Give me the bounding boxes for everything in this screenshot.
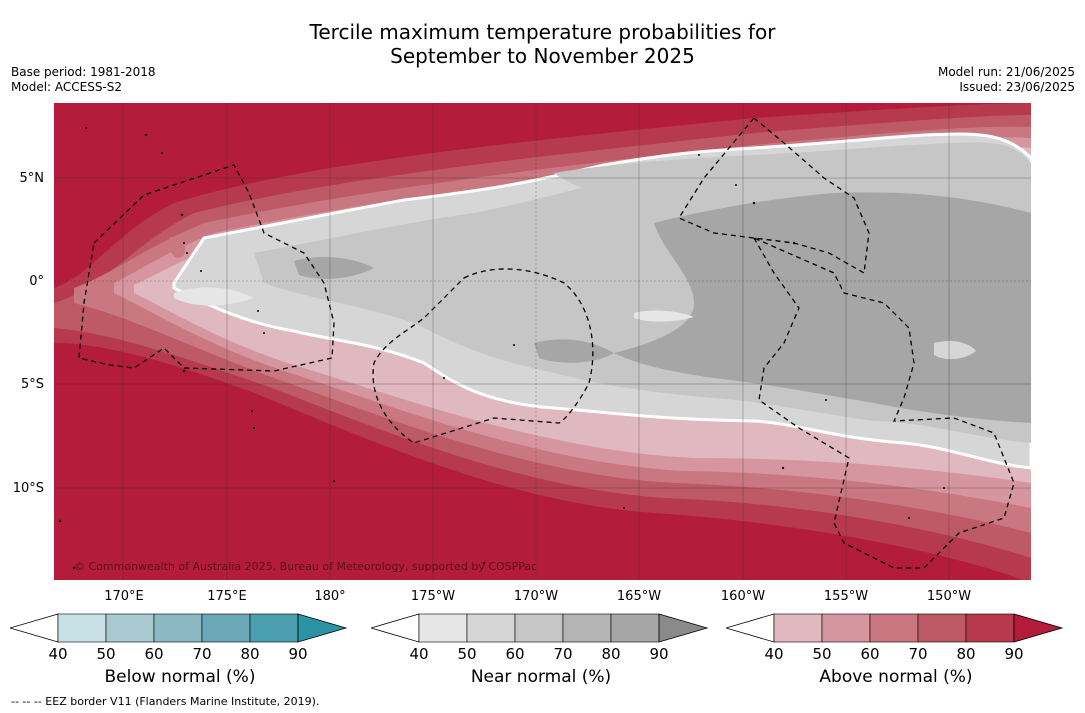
colorbar-tick-label: 70 [908,645,927,662]
lon-label-175w: 175°W [410,589,456,604]
colorbar-max-arrow [297,613,348,643]
lon-label-175e: 175°E [207,589,247,604]
lat-label-10s: 10°S [12,481,44,496]
lon-label-150w: 150°W [926,589,972,604]
colorbar-swatch [153,613,203,643]
colorbar-swatch [57,613,107,643]
meta-right: Model run: 21/06/2025 Issued: 23/06/2025 [938,65,1075,95]
issued-date: Issued: 23/06/2025 [959,80,1075,94]
graticule [54,103,1031,580]
colorbar-below-normal: 40 50 60 70 80 90 [10,613,348,662]
colorbar-swatch [249,613,299,643]
colorbar-tick-label: 50 [96,645,115,662]
colorbar-near-label: Near normal (%) [470,667,612,687]
above-normal-hotspot [168,236,186,258]
colorbar-swatch [466,613,516,643]
colorbar-tick-label: 70 [553,645,572,662]
colorbar-above-label: Above normal (%) [819,667,973,687]
colorbar-swatch [610,613,660,643]
colorbar-swatch [418,613,468,643]
colorbar-min-arrow [726,613,775,643]
copyright-text: © Commonwealth of Australia 2025, Bureau… [74,560,537,573]
colorbar-swatch [821,613,871,643]
near-normal-40-patch-2 [634,310,694,322]
near-normal-50-patch [934,340,976,360]
colorbar-swatch [201,613,251,643]
eez-kiribati-phoenix [372,268,594,444]
colorbar-swatch [562,613,612,643]
colorbar-near-normal: 40 50 60 70 80 90 [371,613,709,662]
eez-kiribati-line-south [752,236,1015,569]
colorbar-tick-label: 80 [240,645,259,662]
colorbar-tick-label: 90 [1004,645,1023,662]
lon-label-170e: 170°E [104,589,144,604]
colorbar-max-arrow [1013,613,1064,643]
colorbar-swatch [105,613,155,643]
lon-label-155w: 155°W [823,589,869,604]
model-run: Model run: 21/06/2025 [937,65,1075,79]
eez-borders [78,117,1015,569]
colorbar-swatch [869,613,919,643]
forecast-map: © Commonwealth of Australia 2025, Bureau… [54,103,1031,580]
colorbar-tick-label: 60 [144,645,163,662]
lon-label-165w: 165°W [616,589,662,604]
colorbar-tick-label: 40 [48,645,67,662]
colorbar-tick-label: 70 [192,645,211,662]
colorbar-tick-label: 80 [601,645,620,662]
colorbar-min-arrow [10,613,59,643]
colorbar-swatch [917,613,967,643]
model-name: Model: ACCESS-S2 [11,80,123,94]
colorbar-tick-label: 50 [812,645,831,662]
lon-label-170w: 170°W [513,589,559,604]
near-normal-80-patch [294,257,374,279]
colorbar-tick-label: 40 [409,645,428,662]
colorbar-swatch [514,613,564,643]
colorbar-tick-label: 90 [288,645,307,662]
meta-left: Base period: 1981-2018 Model: ACCESS-S2 [11,65,156,95]
eez-kiribati-line-north [678,117,870,275]
colorbar-tick-label: 40 [764,645,783,662]
colorbar-swatch [773,613,823,643]
colorbar-tick-label: 60 [505,645,524,662]
lat-label-5n: 5°N [19,171,45,186]
islands [58,127,945,570]
near-normal-40-patch [174,287,254,306]
lat-label-0: 0° [29,274,44,289]
colorbar-min-arrow [371,613,420,643]
lon-label-180: 180° [314,589,346,604]
title-line-1: Tercile maximum temperature probabilitie… [309,20,776,44]
chart-title: Tercile maximum temperature probabilitie… [0,20,1085,68]
colorbar-swatch [965,613,1015,643]
colorbar-above-normal: 40 50 60 70 80 90 [726,613,1064,662]
colorbar-tick-label: 60 [860,645,879,662]
colorbar-tick-label: 50 [457,645,476,662]
colorbar-below-label: Below normal (%) [104,667,256,687]
near-normal-80-region [614,192,1031,423]
colorbar-tick-label: 90 [649,645,668,662]
lon-label-160w: 160°W [720,589,766,604]
near-normal-80-patch-2 [534,339,614,363]
colorbar-max-arrow [658,613,709,643]
colorbar-tick-label: 80 [956,645,975,662]
eez-footnote: -- -- -- EEZ border V11 (Flanders Marine… [11,695,320,708]
base-period: Base period: 1981-2018 [11,65,156,79]
lat-label-5s: 5°S [20,377,44,392]
title-line-2: September to November 2025 [390,44,695,68]
